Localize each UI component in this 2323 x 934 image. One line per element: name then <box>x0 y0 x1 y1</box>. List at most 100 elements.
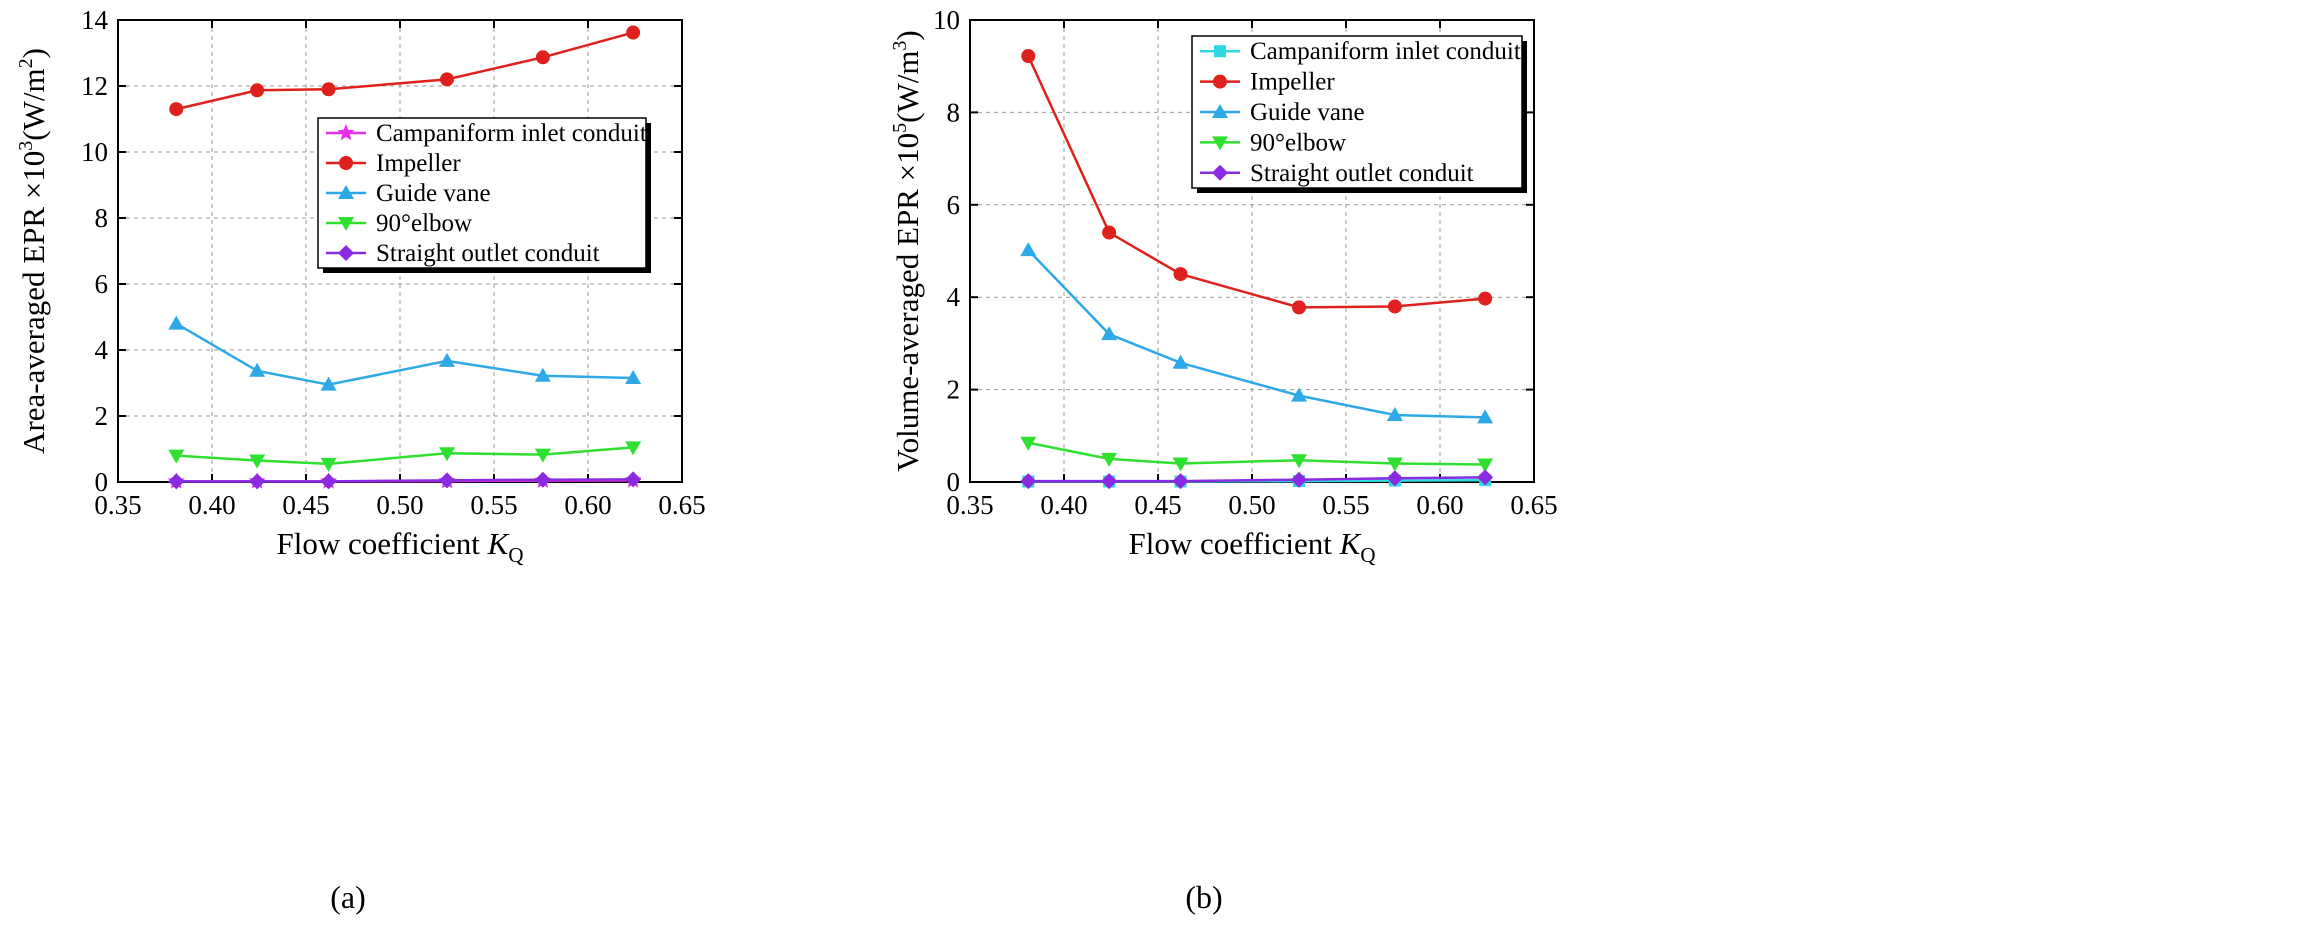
data-point <box>1172 354 1189 369</box>
data-point <box>625 370 642 385</box>
series-line <box>1027 249 1486 419</box>
data-point <box>249 362 266 377</box>
chart-panel-a: 0.35 0.40 0.45 0.50 0.55 0.60 0.65 0 2 4 6 8 10 12 14 F… <box>15 5 706 915</box>
data-point <box>1387 299 1402 314</box>
data-point <box>534 471 551 488</box>
y-tick-label: 4 <box>947 282 961 312</box>
y-tick-label: 8 <box>95 203 109 233</box>
data-point <box>168 449 185 464</box>
data-point <box>1477 458 1494 473</box>
data-point <box>1386 457 1403 472</box>
x-tick-label: 0.45 <box>282 490 329 520</box>
data-point <box>1020 436 1037 451</box>
x-tick-label: 0.55 <box>470 490 517 520</box>
data-point <box>1386 470 1403 487</box>
data-point <box>535 50 550 65</box>
y-axis-label-unit-exponent: 3 <box>889 41 911 51</box>
data-point <box>250 83 265 98</box>
data-point <box>321 82 336 97</box>
series-90-elbow <box>1020 436 1494 473</box>
y-tick-label: 2 <box>95 401 109 431</box>
data-point <box>320 473 337 490</box>
y-tick-label: 6 <box>95 269 109 299</box>
chart-panel-b: 0.35 0.40 0.45 0.50 0.55 0.60 0.65 0 2 4 6 8 10 Flow … <box>889 5 1558 915</box>
legend-box <box>317 117 647 269</box>
data-point <box>534 367 551 382</box>
y-tick-label: 2 <box>947 375 961 405</box>
series-line <box>1028 476 1486 483</box>
y-tick-label: 8 <box>947 97 961 127</box>
legend-entry-label: Impeller <box>1250 69 1335 96</box>
series-guide-vane <box>1020 242 1494 424</box>
legend-entry-label: Guide vane <box>376 180 491 207</box>
legend: Campaniform inlet conduit Impeller Guide v… <box>317 117 651 273</box>
y-tick-label: 10 <box>933 5 960 35</box>
data-point <box>1101 452 1118 467</box>
panel-label: (a) <box>330 879 366 915</box>
series-line <box>1028 441 1486 466</box>
x-tick-label: 0.50 <box>1228 490 1275 520</box>
data-point <box>1291 387 1307 402</box>
data-point <box>320 457 337 472</box>
data-point <box>1173 267 1188 282</box>
x-axis-label-text: Flow coefficient <box>1128 526 1339 561</box>
legend-swatch-marker <box>1212 164 1228 181</box>
y-tick-label: 4 <box>95 335 109 365</box>
legend-entry-label: Guide vane <box>1250 99 1365 126</box>
series-straight-outlet-conduit <box>168 471 642 490</box>
x-axis-label: Flow coefficient KQ <box>1128 526 1375 567</box>
legend-swatch-marker <box>1212 104 1228 118</box>
series-line <box>1027 55 1486 309</box>
x-tick-label: 0.40 <box>188 490 235 520</box>
legend-entry-label: 90°elbow <box>1250 129 1346 156</box>
data-point <box>1477 409 1494 424</box>
legend-entry-label: Straight outlet conduit <box>1250 160 1474 187</box>
y-axis-label-text: Volume-averaged EPR ×10 <box>890 133 925 472</box>
y-tick-label: 0 <box>95 467 109 497</box>
y-axis-label-unit-exponent: 2 <box>15 58 37 68</box>
x-tick-label: 0.35 <box>946 490 993 520</box>
legend-swatch-marker <box>338 217 354 231</box>
legend-entry-label: Impeller <box>376 150 461 177</box>
x-tick-label: 0.60 <box>1416 490 1463 520</box>
y-axis-label-exponent: 3 <box>15 141 37 151</box>
x-tick-label: 0.40 <box>1040 490 1087 520</box>
legend-swatch-marker <box>1212 136 1228 151</box>
data-point <box>626 25 641 40</box>
data-point <box>1020 473 1037 490</box>
data-point <box>320 376 337 391</box>
data-point <box>1291 454 1307 469</box>
data-point <box>534 448 551 463</box>
data-point <box>1292 300 1306 315</box>
x-tick-label: 0.55 <box>1322 490 1369 520</box>
data-point <box>1101 326 1118 341</box>
series-impeller <box>169 25 641 117</box>
x-axis-label-text: Flow coefficient <box>276 526 487 561</box>
legend-swatch-marker <box>337 124 355 141</box>
legend-swatch-marker <box>338 245 354 261</box>
data-point <box>1386 407 1403 422</box>
series-straight-outlet-conduit <box>1020 469 1494 490</box>
data-point <box>249 473 266 490</box>
x-tick-label: 0.65 <box>658 490 705 520</box>
legend-entry-label: Campaniform inlet conduit <box>1250 38 1521 65</box>
series-line <box>176 478 634 483</box>
legend-entry-label: Straight outlet conduit <box>376 240 600 267</box>
series-line <box>175 322 634 386</box>
y-axis-label-text: Area-averaged EPR ×10 <box>16 151 51 454</box>
x-axis-label: Flow coefficient KQ <box>276 526 523 567</box>
data-point <box>1478 291 1493 306</box>
x-tick-label: 0.35 <box>94 490 141 520</box>
y-axis-label: Area-averaged EPR ×103(W/m2) <box>15 48 51 454</box>
data-point <box>1101 473 1118 490</box>
y-axis-label-exponent: 5 <box>889 123 911 133</box>
data-point <box>1291 471 1307 488</box>
data-point <box>169 102 184 117</box>
series-90-elbow <box>168 441 642 472</box>
y-axis-label-unit: (W/m <box>890 51 925 123</box>
x-tick-label: 0.45 <box>1134 490 1181 520</box>
legend-box <box>1191 35 1523 189</box>
data-point <box>439 352 455 367</box>
legend-entry-label: 90°elbow <box>376 210 472 237</box>
